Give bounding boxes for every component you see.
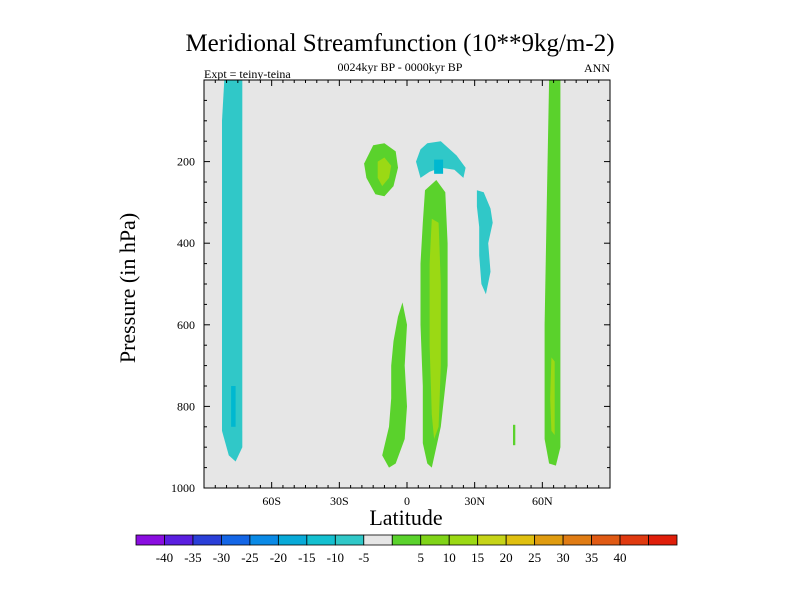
- colorbar-label: -35: [184, 550, 201, 565]
- colorbar-label: 25: [528, 550, 541, 565]
- colorbar-swatch: [448, 534, 479, 546]
- plot-background: [204, 80, 610, 488]
- contour-lower-nh-core: [429, 218, 441, 439]
- colorbar-label: 10: [443, 550, 456, 565]
- contour-nh-polar-cell: [544, 80, 561, 466]
- colorbar-swatch: [505, 534, 536, 546]
- chart-subtitle: 0024kyr BP - 0000kyr BP: [337, 60, 463, 74]
- colorbar-label: 40: [614, 550, 627, 565]
- colorbar-label: 30: [557, 550, 570, 565]
- contour-upper-nh-core: [434, 159, 444, 174]
- colorbar-swatch: [135, 534, 165, 546]
- y-tick-label: 400: [177, 236, 195, 250]
- y-tick-label: 600: [177, 318, 195, 332]
- experiment-label: Expt = teiny-teina: [204, 67, 291, 81]
- y-tick-label: 1000: [171, 481, 195, 495]
- x-tick-label: 30S: [330, 494, 349, 508]
- colorbar-swatch: [164, 534, 194, 546]
- colorbar-swatch: [249, 534, 279, 546]
- colorbar-label: 35: [585, 550, 598, 565]
- x-axis-label: Latitude: [369, 505, 443, 530]
- contour-nh-speck: [513, 424, 516, 446]
- colorbar-swatch: [477, 534, 507, 546]
- y-tick-label: 800: [177, 399, 195, 413]
- contour-upper-nh-cyan: [416, 141, 466, 178]
- colorbar-label: -15: [298, 550, 315, 565]
- x-tick-label: 60N: [532, 494, 553, 508]
- colorbar-label: -20: [270, 550, 287, 565]
- colorbar-swatch: [363, 534, 393, 546]
- colorbar-label: 5: [417, 550, 424, 565]
- colorbar-label: -10: [327, 550, 344, 565]
- colorbar-swatch: [591, 534, 621, 546]
- chart-title: Meridional Streamfunction (10**9kg/m-2): [185, 30, 615, 57]
- colorbar-swatch: [534, 534, 564, 546]
- colorbar-swatch: [306, 534, 336, 546]
- contour-sh-polar-cell: [222, 80, 243, 462]
- colorbar-label: -30: [213, 550, 230, 565]
- season-label: ANN: [584, 61, 610, 75]
- contour-cyan-wisp: [476, 190, 493, 295]
- contour-sh-polar-core: [231, 386, 236, 427]
- x-tick-label: 0: [404, 494, 410, 508]
- colorbar-label: -40: [156, 550, 173, 565]
- colorbar-swatch: [420, 534, 450, 546]
- colorbar-label: 20: [500, 550, 513, 565]
- colorbar-swatch: [648, 534, 678, 546]
- y-tick-label: 200: [177, 155, 195, 169]
- x-tick-label: 60S: [262, 494, 281, 508]
- colorbar-label: 15: [471, 550, 484, 565]
- contour-upper-sh-core: [377, 157, 392, 187]
- colorbar-swatch: [192, 534, 222, 546]
- colorbar-swatch: [334, 534, 365, 546]
- colorbar-swatch: [221, 534, 251, 546]
- colorbar-swatch: [391, 534, 422, 546]
- colorbar-label: -25: [241, 550, 258, 565]
- colorbar-swatch: [277, 534, 308, 546]
- x-tick-label: 30N: [464, 494, 485, 508]
- contour-nh-polar-core: [550, 357, 555, 435]
- colorbar-label: -5: [358, 550, 369, 565]
- contour-lower-sh-green: [382, 302, 407, 468]
- colorbar-swatch: [562, 534, 592, 546]
- colorbar-swatch: [619, 534, 649, 546]
